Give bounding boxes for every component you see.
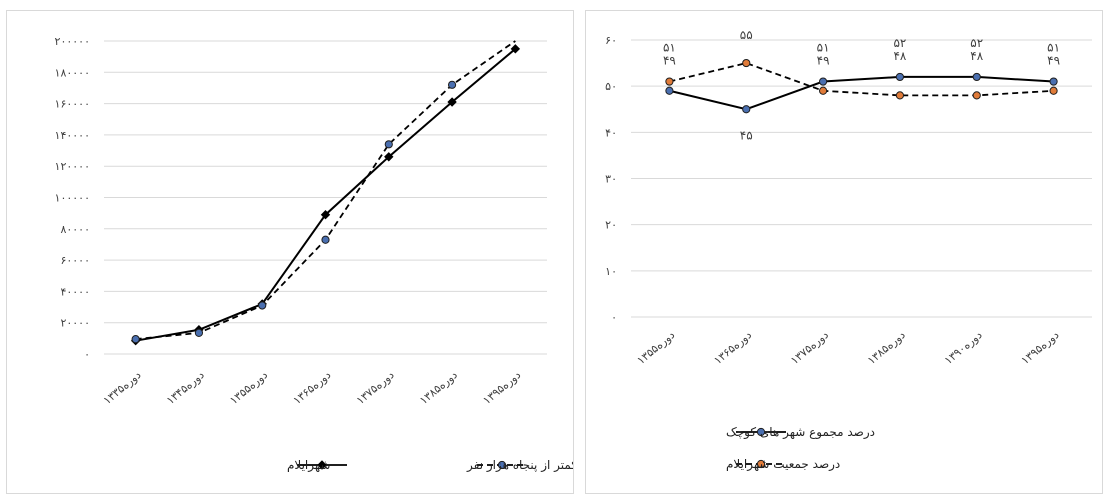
c1-series-0-marker bbox=[1049, 77, 1058, 86]
c0-series-1-marker bbox=[194, 328, 204, 337]
c0-series-0-marker bbox=[510, 44, 521, 54]
c1-category-label: دوره۱۳۶۵ bbox=[711, 328, 754, 367]
c1-series-0-marker bbox=[818, 77, 828, 86]
c0-ytick-label: ۲۰۰۰۰ bbox=[60, 317, 90, 330]
c1-series-1-data-label: ۵۵ bbox=[740, 28, 753, 42]
chart-right-panel: ۰ ۱۰ ۲۰ ۳۰ ۴۰ ۵۰ ۶۰ دوره۱۳۵۵ دوره۱۳۶۵ دوره۱۳۷۵ دور… bbox=[585, 10, 1103, 494]
c0-ytick-label: ۱۰۰۰۰۰ bbox=[55, 192, 90, 205]
c0-ytick-label: ۴۰۰۰۰ bbox=[60, 285, 90, 298]
c1-category-label: دوره۱۳۸۵ bbox=[865, 328, 908, 367]
c0-category-label: دوره۱۳۹۵ bbox=[481, 368, 524, 407]
c1-series-1-marker bbox=[1049, 86, 1058, 95]
c1-legend-1-label: درصد جمعیت شهرایلام bbox=[726, 457, 840, 472]
c1-series-1-line bbox=[669, 62, 1054, 97]
c1-ytick-label: ۱۰ bbox=[605, 265, 617, 278]
c0-category-label: دوره۱۳۳۵ bbox=[101, 368, 144, 407]
c1-series-0-data-label: ۵۱ bbox=[817, 41, 830, 55]
c0-ytick-label: ۲۰۰۰۰۰ bbox=[55, 35, 90, 48]
c0-legend-1-marker bbox=[497, 460, 507, 470]
c1-ytick-label: ۴۰ bbox=[605, 126, 617, 139]
c0-series-1-marker bbox=[258, 301, 267, 310]
c1-series-1-data-label: ۴۸ bbox=[893, 49, 906, 63]
c1-category-label: دوره۱۳۹۵ bbox=[1019, 328, 1062, 367]
c1-series-1-data-label: ۴۹ bbox=[1047, 54, 1060, 68]
c1-series-0-marker bbox=[895, 72, 905, 82]
c0-legend-1-label: مجموع شهر های کمتر از پنجاه هزار نفر bbox=[466, 458, 573, 473]
chart-left-svg: ۰ ۲۰۰۰۰ ۴۰۰۰۰ ۶۰۰۰۰ ۸۰۰۰۰ ۱۰۰۰۰۰ ۱۲۰۰۰۰ ۱۴۰۰۰۰ ۱… bbox=[55, 35, 573, 473]
c1-legend-0-label: درصد مجموع شهر های کوچک bbox=[726, 425, 875, 440]
c1-series-0-data-label: ۴۵ bbox=[740, 128, 753, 142]
c0-ytick-label: ۱۲۰۰۰۰ bbox=[55, 160, 90, 173]
c0-series-0-marker bbox=[320, 210, 331, 220]
c0-category-label: دوره۱۳۷۵ bbox=[354, 368, 397, 407]
c1-series-0-marker bbox=[742, 105, 751, 114]
c1-ytick-label: ۶۰ bbox=[605, 34, 617, 47]
c1-legend-1-marker bbox=[756, 459, 766, 469]
c1-series-0-data-label: ۴۹ bbox=[663, 54, 676, 68]
c0-ytick-label: ۱۶۰۰۰۰ bbox=[55, 98, 90, 111]
c0-series-1-marker bbox=[321, 235, 330, 244]
c1-series-1-data-label: ۴۹ bbox=[817, 54, 830, 68]
c1-series-1-marker bbox=[895, 91, 905, 100]
chart-right-svg: ۰ ۱۰ ۲۰ ۳۰ ۴۰ ۵۰ ۶۰ دوره۱۳۵۵ دوره۱۳۶۵ دوره۱۳۷۵ دور… bbox=[605, 28, 1092, 472]
c1-ytick-label: ۵۰ bbox=[605, 80, 617, 93]
c1-series-1-marker bbox=[818, 86, 828, 95]
chart-left-panel: ۰ ۲۰۰۰۰ ۴۰۰۰۰ ۶۰۰۰۰ ۸۰۰۰۰ ۱۰۰۰۰۰ ۱۲۰۰۰۰ ۱۴۰۰۰۰ ۱… bbox=[6, 10, 574, 494]
c0-ytick-label: ۸۰۰۰۰ bbox=[60, 223, 90, 236]
c0-category-label: دوره۱۳۶۵ bbox=[291, 368, 334, 407]
c1-ytick-label: ۲۰ bbox=[605, 219, 617, 232]
c0-legend-0-label: شهرایلام bbox=[287, 458, 330, 473]
c0-category-label: دوره۱۳۴۵ bbox=[164, 368, 207, 407]
c0-category-label: دوره۱۳۵۵ bbox=[227, 368, 270, 407]
c0-legend-0-marker bbox=[317, 460, 327, 470]
c1-series-0-data-label: ۵۱ bbox=[1047, 41, 1060, 55]
c0-category-label: دوره۱۳۸۵ bbox=[417, 368, 460, 407]
c1-category-label: دوره۱۳۷۵ bbox=[788, 328, 831, 367]
c0-ytick-label: ۰ bbox=[84, 348, 90, 361]
c0-series-1-marker bbox=[447, 80, 457, 89]
c0-series-0-line bbox=[135, 48, 517, 342]
c0-series-1-marker bbox=[131, 335, 140, 344]
c1-series-0-data-label: ۵۲ bbox=[893, 36, 906, 50]
c1-series-0-line bbox=[669, 75, 1054, 111]
c1-series-1-marker bbox=[665, 77, 674, 86]
c1-ytick-label: ۳۰ bbox=[605, 173, 617, 186]
c1-series-1-marker bbox=[972, 91, 981, 100]
c1-series-1-marker bbox=[742, 58, 751, 68]
c1-legend-0-marker bbox=[756, 427, 766, 437]
c0-series-1-line bbox=[135, 40, 516, 341]
c1-category-label: دوره۱۳۹۰ bbox=[942, 328, 985, 367]
c0-series-0-marker bbox=[447, 97, 457, 107]
c0-ytick-label: ۶۰۰۰۰ bbox=[60, 254, 90, 267]
c0-series-0-marker bbox=[384, 152, 394, 162]
c0-series-1-marker bbox=[384, 140, 393, 149]
c0-ytick-label: ۱۸۰۰۰۰ bbox=[55, 66, 90, 79]
c1-ytick-label: ۰ bbox=[611, 311, 617, 324]
c1-series-1-data-label: ۵۱ bbox=[663, 41, 676, 55]
c1-series-0-marker bbox=[665, 86, 674, 95]
c1-series-0-data-label: ۵۲ bbox=[970, 36, 983, 50]
c1-series-0-marker bbox=[972, 72, 981, 82]
c1-series-1-data-label: ۴۸ bbox=[970, 49, 983, 63]
c0-ytick-label: ۱۴۰۰۰۰ bbox=[55, 129, 90, 142]
c1-category-label: دوره۱۳۵۵ bbox=[635, 328, 678, 367]
